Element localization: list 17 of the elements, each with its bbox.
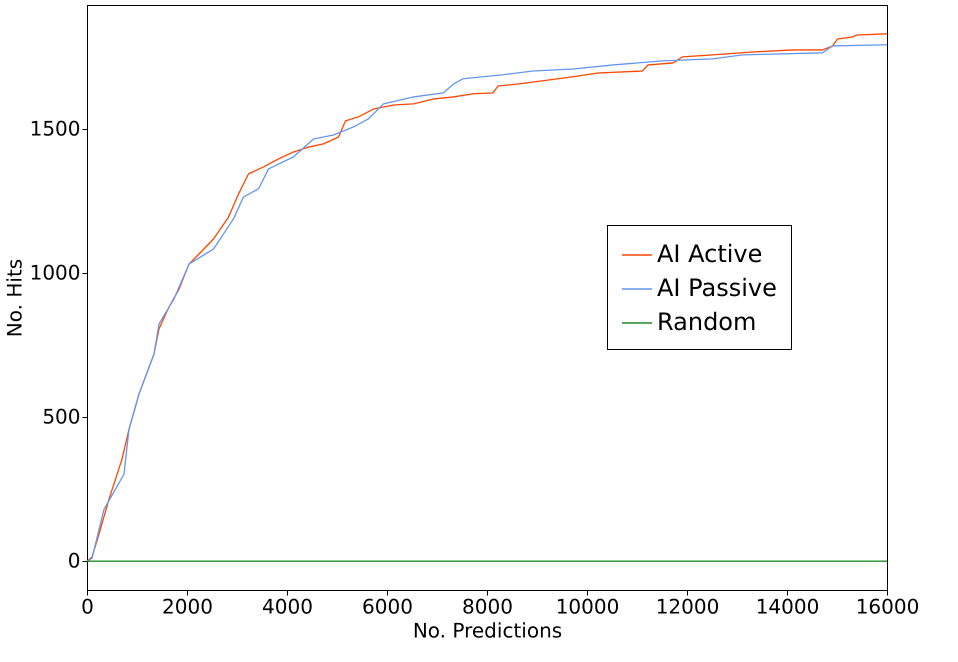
legend-label: AI Active [657,240,762,268]
x-axis-title: No. Predictions [412,618,562,642]
x-tick-label: 16000 [856,594,920,618]
y-tick-label: 500 [42,404,80,429]
x-tick-label: 2000 [162,594,213,618]
x-tick-label: 4000 [262,594,313,618]
y-tick-label: 1000 [30,260,80,285]
x-tick-label: 14000 [756,594,820,618]
y-axis-title: No. Hits [2,258,27,338]
x-tick-label: 10000 [556,594,620,618]
legend-label: Random [657,308,756,336]
x-tick-label: 12000 [656,594,720,618]
legend-label: AI Passive [657,274,777,302]
y-tick-label: 0 [68,548,80,573]
x-tick-label: 6000 [362,594,413,618]
y-tick-label: 1500 [30,116,80,140]
x-tick-label: 8000 [462,594,513,618]
